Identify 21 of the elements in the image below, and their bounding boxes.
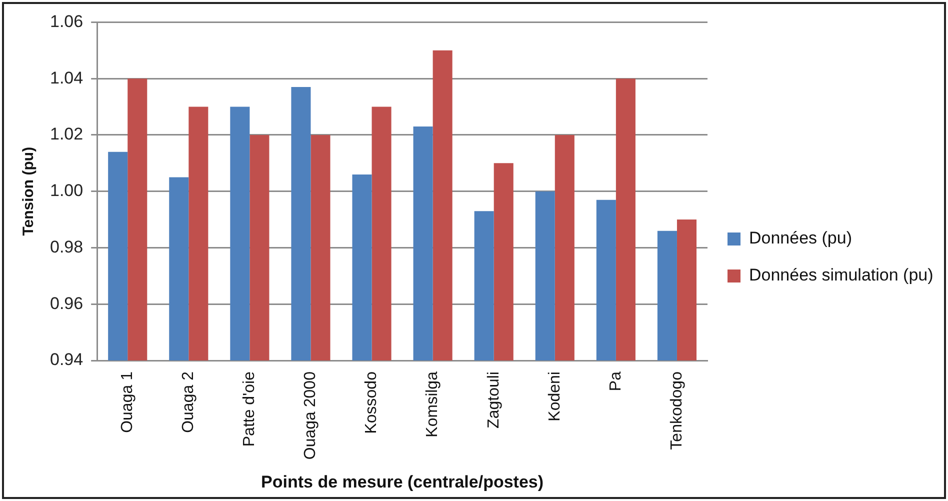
- y-tick-label: 0.94: [50, 350, 84, 370]
- x-tick-label: Kossodo: [363, 371, 380, 434]
- x-tick-label: Ouaga 2000: [302, 371, 320, 460]
- x-tick-label: Tenkodogo: [668, 371, 686, 450]
- y-tick-label: 1.06: [50, 12, 84, 31]
- y-tick-label: 1.04: [50, 68, 84, 88]
- x-tick-label: Kodeni: [546, 372, 564, 422]
- x-tick-label: Pa: [607, 371, 624, 392]
- x-tick-label: Patte d'oie: [241, 371, 258, 447]
- y-tick-label: 0.98: [50, 237, 84, 256]
- legend-label: Données simulation (pu): [749, 266, 934, 285]
- x-axis-title: Points de mesure (centrale/postes): [261, 472, 544, 492]
- x-tick-label: Zagtouli: [485, 372, 502, 428]
- x-tick-label: Ouaga 1: [119, 371, 136, 433]
- y-axis-title: Tension (pu): [20, 146, 38, 236]
- y-tick-label: 1.00: [50, 181, 84, 200]
- legend-label: Données (pu): [749, 228, 852, 248]
- x-tick-label: Komsilga: [424, 371, 442, 438]
- y-tick-label: 0.96: [50, 294, 84, 313]
- y-tick-label: 1.02: [50, 124, 84, 144]
- x-tick-label: Ouaga 2: [180, 371, 198, 433]
